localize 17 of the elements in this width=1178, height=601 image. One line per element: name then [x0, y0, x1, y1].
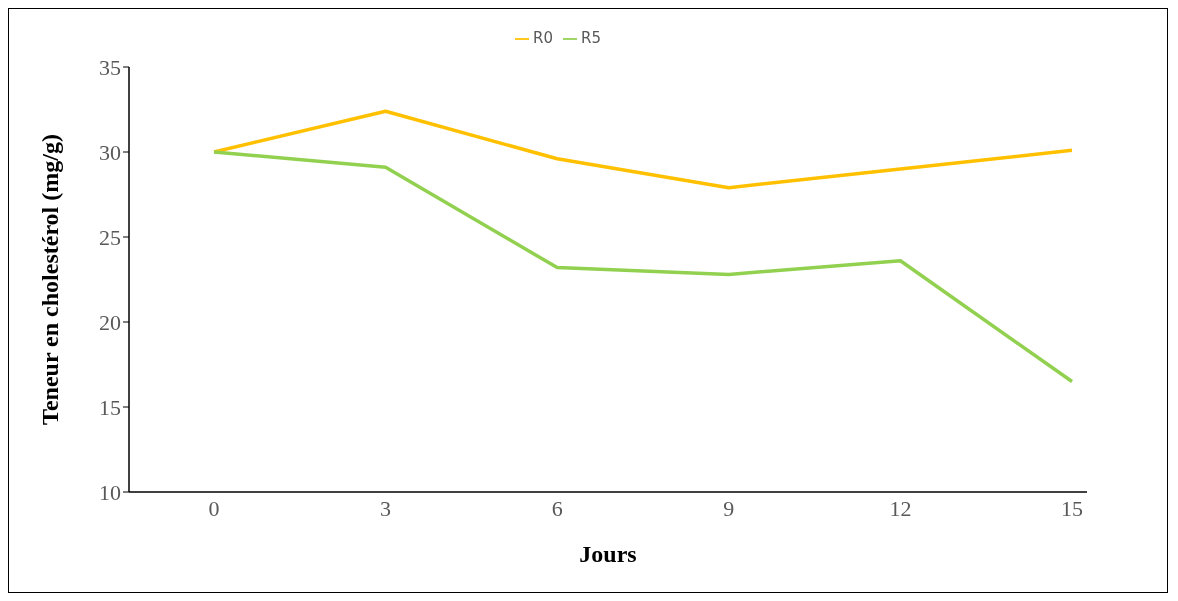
x-tick-label: 9	[723, 495, 735, 521]
y-tick-label: 35	[99, 54, 121, 80]
y-axis-title: Teneur en cholestérol (mg/g)	[36, 134, 63, 425]
legend-label: R0	[533, 29, 553, 47]
line-series	[212, 150, 1074, 384]
x-tick-label: 0	[208, 495, 220, 521]
x-tick-label: 6	[551, 495, 563, 521]
x-tick-label: 3	[380, 495, 392, 521]
legend-label: R5	[581, 29, 601, 47]
y-tick-label: 30	[99, 139, 121, 165]
y-tick-label: 25	[99, 224, 121, 250]
y-tick-label: 10	[99, 479, 121, 505]
x-axis-title: Jours	[579, 541, 637, 567]
x-tick-label: 12	[889, 495, 912, 521]
y-tick-label: 15	[99, 394, 121, 420]
y-tick-label: 20	[99, 309, 121, 335]
x-tick-label: 15	[1061, 495, 1083, 521]
